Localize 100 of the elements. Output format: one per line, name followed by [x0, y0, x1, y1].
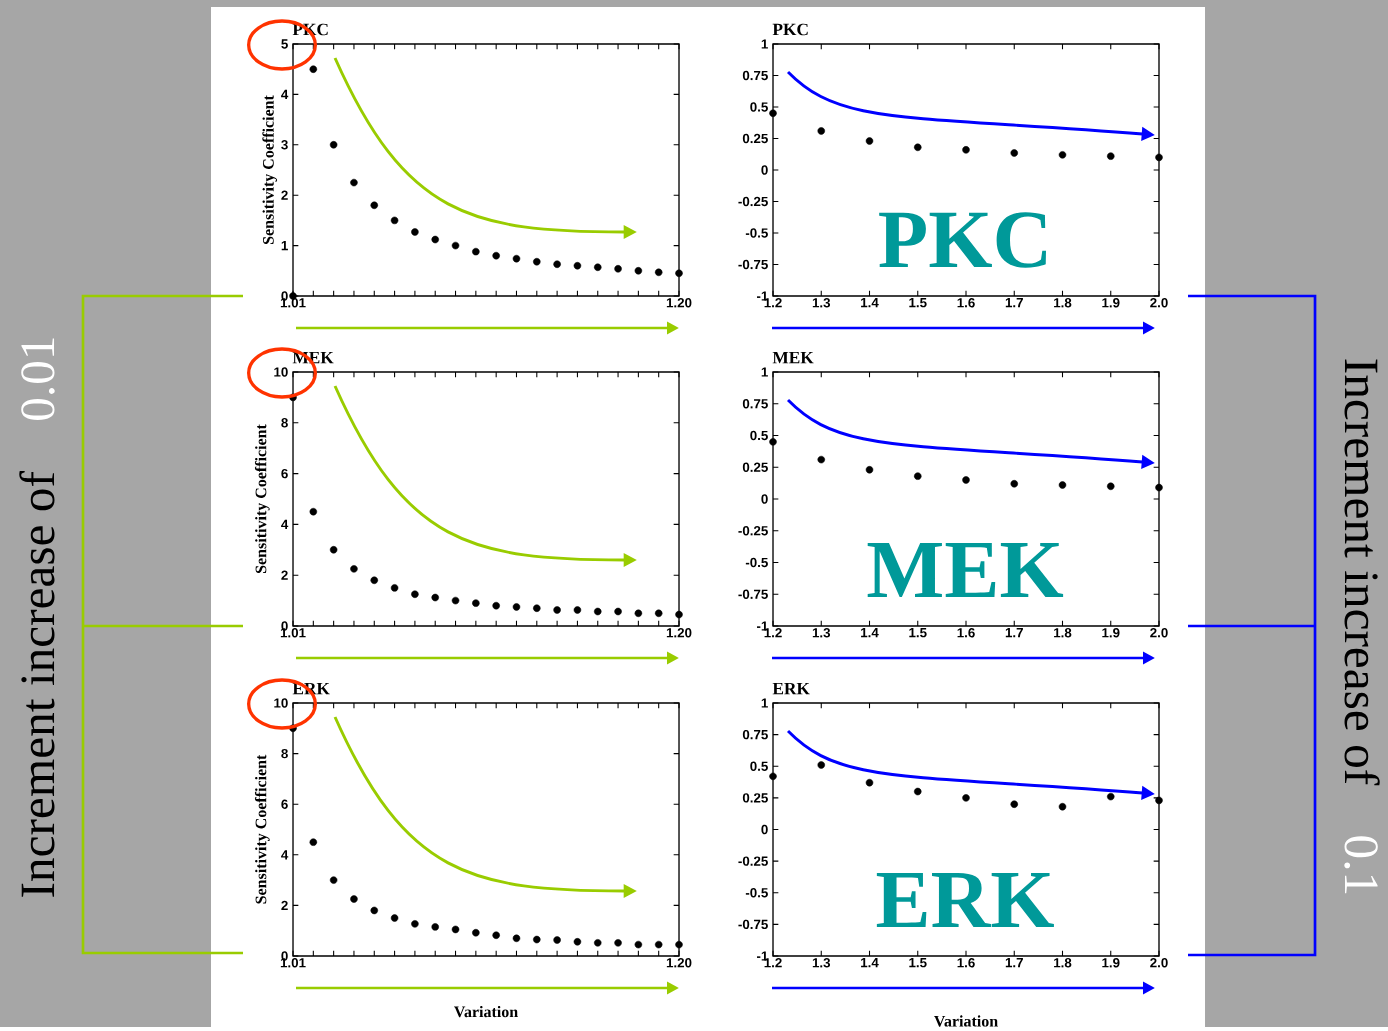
text: 0.1 [1344, 836, 1378, 894]
point [962, 794, 970, 802]
x-axis-title: Variation [934, 1015, 998, 1027]
y-tick-label: -0.25 [738, 196, 768, 207]
point [492, 251, 500, 260]
x-tick-label: 1.4 [861, 297, 879, 308]
point [431, 923, 439, 931]
x-tick-label: 1.5 [909, 957, 927, 968]
point [492, 931, 500, 939]
y-tick-label: 1 [761, 39, 768, 49]
y-tick-label: -0.75 [738, 589, 768, 599]
chart-title: MEK [772, 351, 814, 364]
x-tick-label: 1.9 [1102, 958, 1120, 968]
x-tick-label: 1.20 [666, 958, 692, 968]
point [817, 761, 825, 769]
point [492, 601, 500, 610]
x-tick-label: 1.5 [909, 627, 927, 638]
y-tick-label: 0.5 [750, 102, 768, 112]
point [573, 938, 582, 946]
point [817, 127, 825, 135]
chart-title: PKC [772, 23, 808, 36]
point [769, 772, 777, 781]
point [553, 936, 561, 944]
point [350, 895, 358, 903]
point [634, 267, 643, 275]
point [675, 269, 683, 277]
y-tick-label: 3 [281, 140, 288, 150]
y-tick-label: 8 [281, 748, 288, 759]
point [309, 65, 318, 73]
point [451, 596, 460, 605]
text: Increment increase of [19, 471, 55, 897]
point [654, 609, 663, 617]
y-tick-label: 4 [281, 850, 289, 860]
point [411, 920, 419, 928]
annotation: MEK [867, 542, 1064, 598]
y-tick-label: 10 [274, 698, 288, 708]
annotation: PKC [879, 212, 1046, 268]
x-tick-label: 2.0 [1150, 628, 1168, 638]
point [451, 925, 460, 934]
y-tick-label: -0.5 [745, 887, 768, 898]
point [472, 247, 480, 256]
y-tick-label: 1 [281, 240, 288, 251]
point [553, 260, 561, 268]
point [1010, 149, 1018, 157]
x-tick-label: 1.5 [909, 297, 927, 308]
point [370, 906, 379, 915]
point [1155, 483, 1163, 492]
y-tick-label: 0.25 [742, 793, 768, 803]
point [865, 778, 874, 787]
point [329, 546, 338, 554]
y-tick-label: -0.5 [745, 557, 768, 568]
y-tick-label: 0 [761, 165, 768, 175]
chart-title: ERK [772, 682, 810, 695]
x-tick-label: 1.3 [812, 298, 831, 308]
x-axis-title: Variation [454, 1005, 518, 1018]
point [1155, 153, 1163, 162]
x-tick-label: 1.7 [1005, 957, 1023, 968]
point [769, 438, 777, 446]
x-tick-label: 1.9 [1102, 628, 1120, 638]
y-tick-label: 2 [281, 190, 288, 200]
point [634, 940, 643, 949]
point [1107, 482, 1115, 490]
x-tick-label: 1.4 [861, 627, 879, 638]
y-tick-label: -0.75 [738, 919, 768, 930]
x-tick-label: 1.6 [957, 958, 975, 968]
point [594, 939, 602, 947]
point [309, 507, 318, 516]
y-tick-label: 10 [274, 367, 288, 377]
point [634, 609, 643, 617]
point [675, 610, 683, 619]
point [675, 940, 683, 949]
point [1107, 152, 1115, 160]
point [390, 914, 399, 922]
point [962, 146, 970, 154]
point [654, 268, 663, 276]
x-tick-label: 1.8 [1054, 298, 1072, 308]
point [865, 466, 874, 474]
x-tick-label: 1.8 [1054, 958, 1072, 968]
x-tick-label: 1.4 [861, 957, 879, 968]
annotation: ERK [876, 872, 1054, 928]
point [914, 472, 922, 480]
point [594, 607, 602, 616]
point [512, 934, 521, 942]
y-tick-label: 0 [761, 494, 768, 504]
y-tick-label: 5 [281, 39, 288, 49]
point [553, 606, 561, 614]
y-tick-label: 1 [761, 698, 768, 708]
y-tick-label: 8 [281, 418, 288, 428]
x-tick-label: 1.6 [957, 628, 975, 638]
y-tick-label: 0.5 [750, 430, 768, 441]
y-tick-label: -0.25 [738, 856, 768, 866]
y-tick-label: 0.75 [742, 729, 768, 740]
point [533, 604, 541, 612]
point [1010, 479, 1018, 488]
point [329, 141, 338, 149]
point [350, 565, 358, 573]
x-tick-label: 1.8 [1054, 628, 1072, 638]
point [309, 838, 318, 846]
y-axis-title: Sensitivity Coefficient [262, 95, 278, 244]
point [914, 787, 922, 796]
